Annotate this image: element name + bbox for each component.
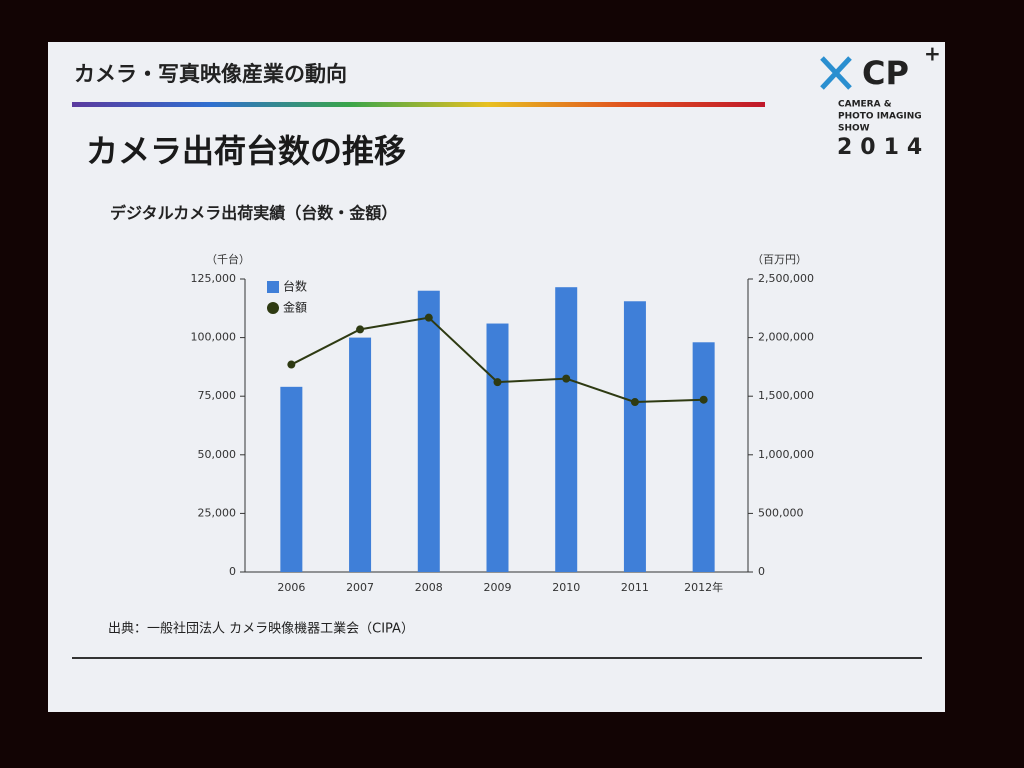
x-tick-label: 2008 (415, 581, 443, 594)
bar (692, 342, 715, 572)
x-tick-label: 2010 (552, 581, 580, 594)
bar (486, 323, 509, 572)
x-tick-label: 2011 (621, 581, 649, 594)
slide-heading: カメラ出荷台数の推移 (86, 132, 406, 170)
bar (349, 337, 372, 572)
y2-tick-label: 1,500,000 (758, 389, 814, 402)
y-axis-label: （千台） (206, 252, 250, 266)
legend-label: 金額 (283, 300, 307, 315)
point (287, 360, 296, 369)
y2-tick-label: 2,000,000 (758, 331, 814, 344)
y-tick-label: 50,000 (198, 448, 237, 461)
y-tick-label: 25,000 (198, 506, 237, 519)
logo-line: PHOTO IMAGING (838, 112, 922, 122)
source: 出典：一般社団法人 カメラ映像機器工業会（CIPA） (108, 621, 414, 637)
point (356, 325, 365, 334)
point (562, 374, 571, 383)
slide-header: カメラ・写真映像産業の動向 (74, 62, 347, 86)
point (630, 398, 639, 407)
point (424, 313, 433, 322)
logo-line: SHOW (838, 124, 870, 134)
rainbow-rule (72, 102, 765, 107)
y2-tick-label: 1,000,000 (758, 448, 814, 461)
x-tick-label: 2009 (484, 581, 512, 594)
chart-title: デジタルカメラ出荷実績（台数・金額） (110, 204, 397, 223)
legend-label: 台数 (283, 279, 307, 294)
y-tick-label: 0 (229, 565, 236, 578)
logo-cross (820, 56, 852, 90)
y2-tick-label: 0 (758, 565, 765, 578)
point (493, 378, 502, 387)
logo-plus: + (924, 42, 941, 66)
logo-line: CAMERA & (838, 100, 892, 110)
logo-mark: CP (862, 54, 909, 92)
y-tick-label: 125,000 (191, 272, 237, 285)
y-tick-label: 100,000 (191, 331, 237, 344)
x-tick-label: 2006 (277, 581, 305, 594)
bottom-rule (72, 657, 922, 659)
y-tick-label: 75,000 (198, 389, 237, 402)
y2-tick-label: 500,000 (758, 506, 804, 519)
y2-axis-label: （百万円） (752, 253, 807, 266)
logo: CP + CAMERA & PHOTO IMAGING SHOW 2014 (820, 42, 941, 160)
x-tick-label: 2007 (346, 581, 374, 594)
bar (417, 290, 440, 572)
bar (280, 386, 303, 572)
y2-tick-label: 2,500,000 (758, 272, 814, 285)
logo-year: 2014 (837, 135, 930, 160)
legend-swatch (267, 281, 279, 293)
x-tick-label: 2012年 (684, 580, 723, 594)
bar (623, 301, 646, 572)
point (699, 395, 708, 404)
legend-swatch (267, 302, 279, 314)
bar (555, 287, 578, 572)
plot: 0 25,000 50,000 75,000 100,000 125,000 0 500,00… (191, 272, 814, 594)
